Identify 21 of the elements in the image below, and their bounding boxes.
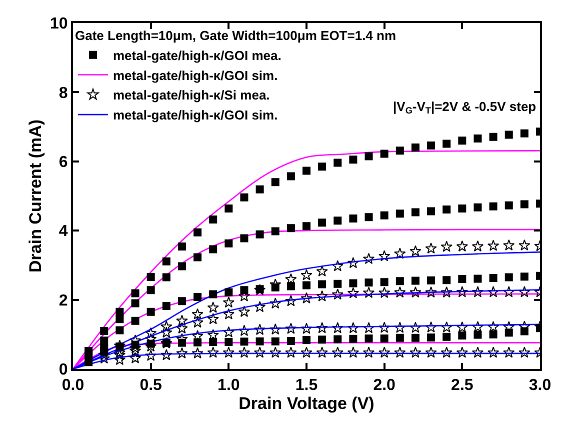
x-tick-label: 2.0	[373, 377, 396, 394]
y-tick-label: 8	[58, 84, 68, 102]
x-tick-label: 0.5	[140, 377, 162, 394]
x-tick-label: 1.0	[218, 377, 240, 394]
y-tick-label: 0	[58, 362, 68, 379]
legend-label: metal-gate/high-κ/GOI sim.	[113, 68, 278, 83]
y-tick-label: 10	[50, 16, 68, 33]
y-tick-label: 2	[58, 292, 68, 310]
x-tick-label: 3.0	[528, 377, 552, 394]
legend-title: Gate Length=10μm, Gate Width=100μm EOT=1.4 nm	[75, 28, 396, 43]
legend-label: metal-gate/high-κ/Si mea.	[113, 88, 270, 103]
x-tick-label: 0.0	[62, 377, 84, 394]
legend-label: metal-gate/high-κ/GOI sim.	[113, 108, 278, 123]
legend-label: metal-gate/high-κ/GOI mea.	[113, 48, 282, 63]
annotation: |V$_{G}$-V$_{T}$|=2V & -0.5V step	[393, 99, 536, 116]
x-tick-label: 2.5	[451, 377, 474, 394]
y-tick-label: 6	[58, 154, 68, 171]
y-tick-label: 4	[58, 223, 68, 240]
x-axis-title: Drain Voltage (V)	[238, 394, 374, 414]
x-tick-label: 1.5	[295, 377, 318, 394]
y-axis-title: Drain Current (mA)	[26, 119, 46, 273]
